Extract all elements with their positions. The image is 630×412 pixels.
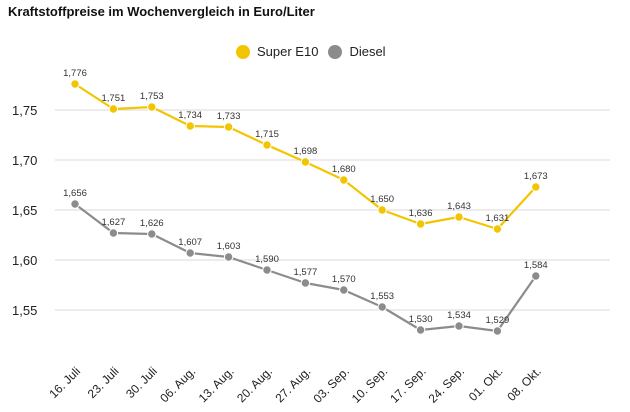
data-label-diesel: 1,590 xyxy=(255,254,279,265)
data-point-diesel xyxy=(492,326,503,336)
chart-title: Kraftstoffpreise im Wochenvergleich in E… xyxy=(8,4,315,19)
data-label-super-e10: 1,751 xyxy=(102,93,126,104)
data-point-super-e10 xyxy=(108,104,119,114)
data-label-super-e10: 1,680 xyxy=(332,164,356,175)
legend-label-diesel: Diesel xyxy=(349,44,386,59)
data-point-diesel xyxy=(300,278,311,288)
data-label-diesel: 1,626 xyxy=(140,218,164,229)
x-tick-label: 20. Aug. xyxy=(234,364,275,405)
data-label-diesel: 1,553 xyxy=(370,291,394,302)
data-label-diesel: 1,534 xyxy=(447,310,471,321)
x-tick-label: 13. Aug. xyxy=(196,364,237,405)
data-label-super-e10: 1,631 xyxy=(486,213,510,224)
data-point-diesel xyxy=(339,285,349,295)
legend-swatch-diesel xyxy=(328,44,343,59)
data-point-diesel xyxy=(415,325,426,335)
x-tick-label: 16. Juli xyxy=(46,364,83,401)
data-point-super-e10 xyxy=(262,140,272,150)
data-label-diesel: 1,529 xyxy=(486,315,510,326)
data-point-diesel xyxy=(454,321,464,331)
x-tick-label: 27. Aug. xyxy=(272,364,313,405)
data-label-diesel: 1,570 xyxy=(332,274,356,285)
data-point-super-e10 xyxy=(454,212,464,222)
data-point-super-e10 xyxy=(415,219,426,229)
x-tick-label: 23. Juli xyxy=(85,364,122,401)
data-point-super-e10 xyxy=(339,175,349,185)
data-label-diesel: 1,584 xyxy=(524,260,548,271)
data-label-diesel: 1,530 xyxy=(409,314,433,325)
x-tick-label: 24. Sep. xyxy=(426,364,468,406)
data-point-diesel xyxy=(223,252,234,262)
x-tick-label: 03. Sep. xyxy=(310,364,352,406)
legend-label-super-e10: Super E10 xyxy=(257,44,319,59)
data-point-super-e10 xyxy=(185,121,195,131)
y-tick-label: 1,70 xyxy=(12,153,37,168)
data-label-super-e10: 1,643 xyxy=(447,201,471,212)
data-label-super-e10: 1,698 xyxy=(294,146,318,157)
data-label-super-e10: 1,733 xyxy=(217,111,241,122)
y-tick-label: 1,60 xyxy=(12,253,37,268)
x-tick-label: 10. Sep. xyxy=(349,364,391,406)
data-label-super-e10: 1,673 xyxy=(524,171,548,182)
data-label-diesel: 1,603 xyxy=(217,241,241,252)
x-tick-label: 17. Sep. xyxy=(387,364,429,406)
data-label-diesel: 1,577 xyxy=(294,267,318,278)
data-label-super-e10: 1,753 xyxy=(140,91,164,102)
data-point-super-e10 xyxy=(147,102,157,112)
data-label-diesel: 1,627 xyxy=(102,217,126,228)
y-tick-label: 1,75 xyxy=(12,103,37,118)
data-label-super-e10: 1,636 xyxy=(409,208,433,219)
data-label-super-e10: 1,776 xyxy=(63,68,87,79)
data-point-diesel xyxy=(108,228,119,238)
legend-swatch-super-e10 xyxy=(236,44,250,59)
data-label-super-e10: 1,715 xyxy=(255,129,279,140)
y-tick-label: 1,55 xyxy=(12,303,37,318)
data-point-super-e10 xyxy=(300,157,311,167)
legend-item-diesel: Diesel xyxy=(328,44,386,59)
data-point-super-e10 xyxy=(531,182,541,192)
data-point-super-e10 xyxy=(223,122,234,132)
data-label-super-e10: 1,734 xyxy=(178,110,202,121)
data-label-diesel: 1,607 xyxy=(178,237,202,248)
x-tick-label: 01. Okt. xyxy=(466,364,506,404)
data-point-super-e10 xyxy=(492,224,503,234)
y-tick-label: 1,65 xyxy=(12,203,37,218)
data-label-super-e10: 1,650 xyxy=(370,194,394,205)
x-tick-label: 06. Aug. xyxy=(157,364,198,405)
x-tick-label: 30. Juli xyxy=(123,364,160,401)
data-point-diesel xyxy=(185,248,195,258)
data-point-diesel xyxy=(531,271,541,281)
legend-item-super-e10: Super E10 xyxy=(236,44,318,59)
data-point-super-e10 xyxy=(377,205,387,215)
chart-legend: Super E10 Diesel xyxy=(236,44,386,59)
data-point-diesel xyxy=(147,229,157,239)
data-point-diesel xyxy=(262,265,272,275)
data-point-diesel xyxy=(377,302,387,312)
data-point-super-e10 xyxy=(70,79,80,89)
data-point-diesel xyxy=(70,199,80,209)
data-label-diesel: 1,656 xyxy=(63,188,87,199)
x-tick-label: 08. Okt. xyxy=(504,364,544,404)
